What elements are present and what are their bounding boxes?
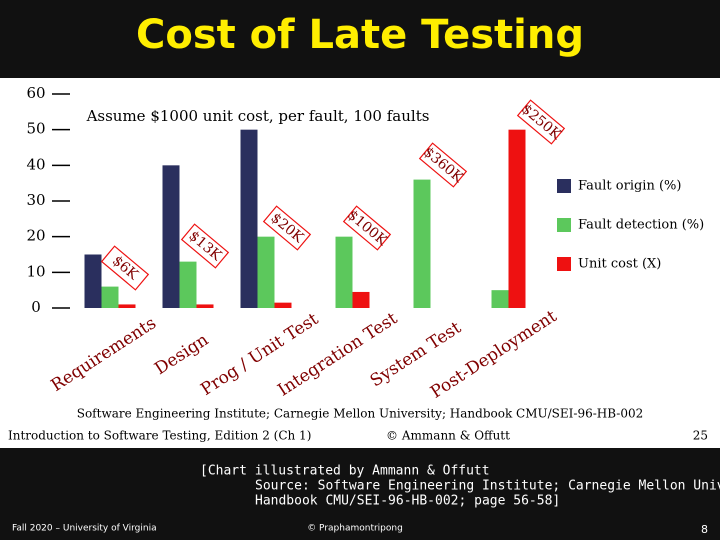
footer-center: © Ammann & Offutt xyxy=(386,429,510,443)
legend-swatch xyxy=(557,257,571,271)
source: Software Engineering Institute; Carnegie… xyxy=(77,407,644,421)
bar xyxy=(179,261,197,308)
y-tick-label: 40 xyxy=(26,155,45,173)
legend-label: Fault origin (%) xyxy=(578,179,681,194)
y-tick-label: 50 xyxy=(26,120,45,138)
annotation-box xyxy=(180,223,230,269)
chart-title: Cost of Late Testing xyxy=(136,12,584,58)
note-line: [Chart illustrated by Ammann & Offutt xyxy=(200,464,490,479)
bar xyxy=(508,129,526,308)
author: © Praphamontripong xyxy=(307,524,403,534)
bar xyxy=(491,290,509,308)
bar xyxy=(257,236,275,308)
bar xyxy=(84,254,102,308)
y-tick-label: 0 xyxy=(31,298,41,316)
note-line: Handbook CMU/SEI-96-HB-002; page 56-58] xyxy=(255,494,560,509)
note-line: Source: Software Engineering Institute; … xyxy=(255,479,720,494)
bar xyxy=(196,304,214,308)
annotation-box xyxy=(262,205,312,251)
annotation-box xyxy=(516,99,566,145)
bar xyxy=(162,165,180,308)
bar xyxy=(335,236,353,308)
bar xyxy=(240,129,258,308)
annotation-box xyxy=(418,142,468,188)
bar xyxy=(101,286,119,308)
footer-left: Introduction to Software Testing, Editio… xyxy=(8,429,311,443)
bar xyxy=(274,302,292,308)
course: Fall 2020 – University of Virginia xyxy=(12,524,157,534)
y-tick-label: 20 xyxy=(26,227,45,245)
y-tick-label: 60 xyxy=(26,84,45,102)
y-tick-label: 30 xyxy=(26,191,45,209)
bar xyxy=(352,291,370,308)
slide-number: 8 xyxy=(701,523,708,536)
bar xyxy=(413,179,431,308)
legend-swatch xyxy=(557,218,571,232)
y-tick-label: 10 xyxy=(26,262,45,280)
legend-swatch xyxy=(557,179,571,193)
bar xyxy=(118,304,136,308)
legend-label: Unit cost (X) xyxy=(578,257,661,272)
footer-page: 25 xyxy=(693,429,708,443)
subtitle: Assume $1000 unit cost, per fault, 100 f… xyxy=(86,107,430,125)
annotation-box xyxy=(100,245,150,291)
legend-label: Fault detection (%) xyxy=(578,218,704,233)
annotation-box xyxy=(342,205,392,251)
